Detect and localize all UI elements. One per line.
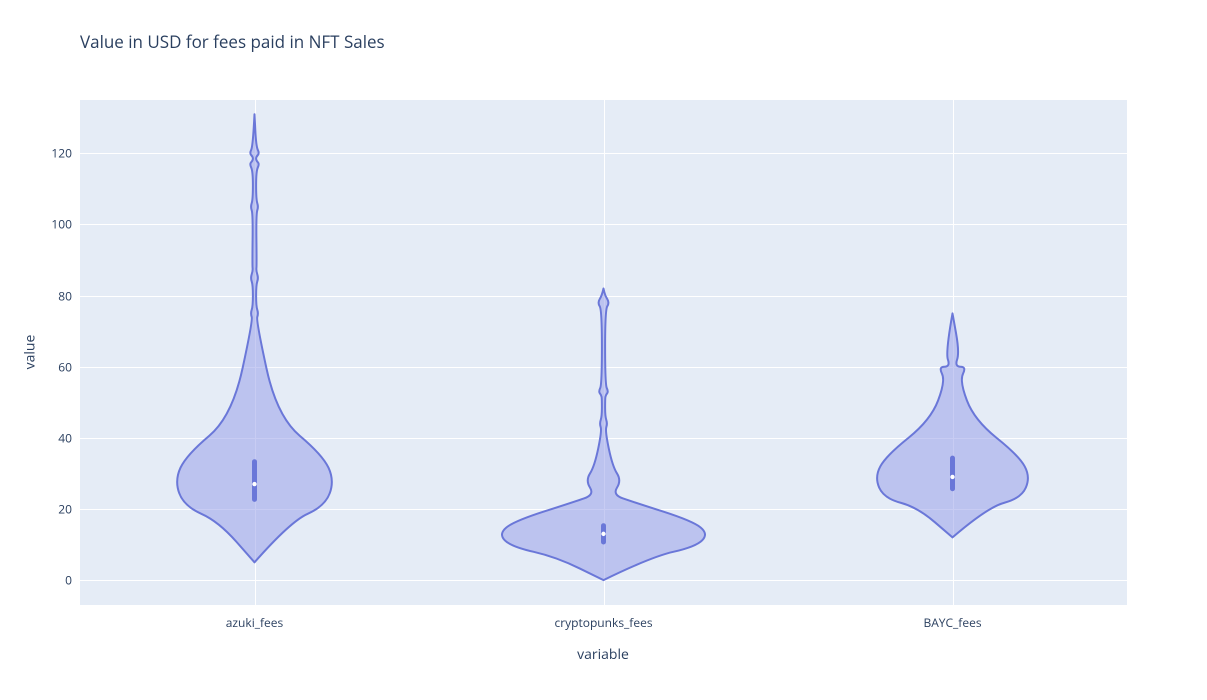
violin-box	[950, 456, 955, 492]
ytick-label: 120	[22, 145, 72, 162]
ytick-label: 100	[22, 216, 72, 233]
violin-median	[252, 482, 256, 486]
xtick-label: azuki_fees	[226, 614, 283, 631]
violin-box	[252, 459, 257, 502]
ytick-label: 40	[22, 429, 72, 446]
violin-chart: Value in USD for fees paid in NFT Sales …	[0, 0, 1207, 700]
xaxis-title: variable	[577, 645, 629, 664]
violin-layer	[80, 100, 1127, 605]
chart-title: Value in USD for fees paid in NFT Sales	[80, 30, 385, 53]
xtick-label: cryptopunks_fees	[554, 614, 652, 631]
violin-median	[950, 475, 954, 479]
ytick-label: 80	[22, 287, 72, 304]
xtick-label: BAYC_fees	[923, 614, 981, 631]
violin-median	[601, 532, 605, 536]
violin-shape	[877, 313, 1028, 537]
ytick-label: 0	[22, 572, 72, 589]
ytick-label: 20	[22, 500, 72, 517]
ytick-label: 60	[22, 358, 72, 375]
